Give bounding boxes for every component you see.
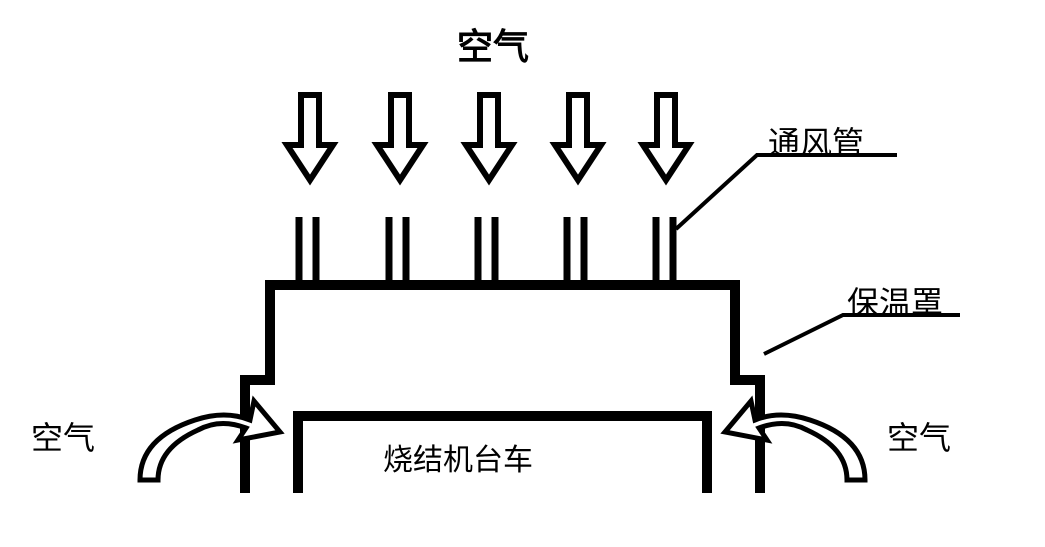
label-top-air: 空气 [457, 18, 529, 70]
leader-vent-pipe [676, 155, 897, 229]
label-vent-pipe: 通风管 [768, 118, 864, 164]
left-curved-arrow [140, 401, 280, 480]
top-arrows-group [287, 95, 689, 180]
label-right-air: 空气 [887, 413, 951, 459]
right-curved-arrow [725, 401, 865, 480]
label-left-air: 空气 [31, 413, 95, 459]
label-sintering-car: 烧结机台车 [383, 435, 533, 479]
label-insulation-cover: 保温罩 [847, 278, 943, 324]
vent-pipes-group [299, 217, 673, 280]
